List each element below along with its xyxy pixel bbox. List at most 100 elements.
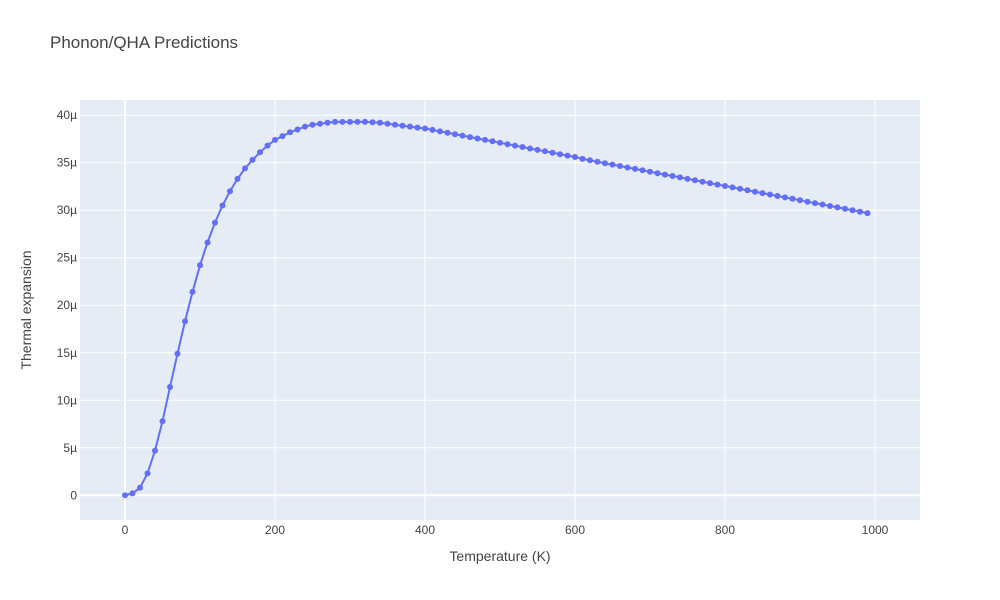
- data-point: [122, 492, 128, 499]
- data-point: [182, 318, 188, 325]
- data-point: [789, 195, 796, 202]
- data-point: [452, 131, 458, 138]
- data-point: [699, 178, 706, 185]
- x-axis-title: Temperature (K): [449, 548, 550, 564]
- data-point: [392, 121, 398, 128]
- data-point: [549, 149, 556, 156]
- data-point: [377, 119, 383, 126]
- data-point: [834, 204, 841, 211]
- data-point: [767, 191, 773, 198]
- data-point: [827, 203, 833, 209]
- data-point: [782, 194, 788, 201]
- data-point: [617, 163, 623, 169]
- series-markers: [122, 118, 871, 499]
- data-point: [864, 210, 871, 217]
- data-point: [557, 151, 563, 158]
- data-point: [234, 175, 241, 182]
- data-point: [572, 154, 578, 160]
- data-point: [317, 120, 323, 127]
- data-point: [129, 490, 136, 497]
- data-point: [542, 148, 548, 155]
- data-point: [444, 129, 451, 136]
- data-point: [257, 149, 263, 156]
- data-point: [212, 219, 218, 226]
- data-point: [474, 135, 481, 142]
- data-point: [437, 128, 443, 135]
- y-tick-label: 10µ: [57, 393, 77, 407]
- data-point: [504, 141, 511, 148]
- data-point: [774, 193, 781, 199]
- data-point: [759, 190, 766, 197]
- data-point: [707, 180, 713, 187]
- data-point: [804, 198, 811, 205]
- data-point: [159, 418, 166, 425]
- data-point: [849, 207, 856, 214]
- data-point: [354, 118, 361, 125]
- data-point: [249, 156, 256, 163]
- data-point: [729, 184, 736, 191]
- data-point: [662, 171, 668, 178]
- data-point: [152, 447, 158, 454]
- data-point: [339, 118, 346, 125]
- x-tick-labels: 0 200 400 600 800 1000: [122, 523, 889, 537]
- data-point: [174, 350, 181, 357]
- x-tick-label: 600: [565, 523, 585, 537]
- data-point: [819, 201, 826, 208]
- x-tick-label: 0: [122, 523, 129, 537]
- data-point: [684, 175, 691, 182]
- data-point: [302, 123, 308, 130]
- x-tick-label: 800: [715, 523, 735, 537]
- y-tick-label: 40µ: [57, 108, 77, 122]
- data-point: [564, 152, 571, 159]
- data-point: [609, 161, 616, 168]
- data-point: [602, 160, 608, 167]
- data-point: [692, 177, 698, 184]
- data-point: [669, 173, 676, 179]
- data-point: [287, 129, 293, 136]
- y-tick-label: 30µ: [57, 203, 77, 217]
- y-tick-label: 0: [70, 488, 77, 502]
- data-point: [677, 174, 683, 181]
- data-point: [332, 118, 338, 125]
- data-point: [347, 118, 353, 125]
- data-point: [797, 197, 803, 204]
- data-point: [489, 138, 496, 145]
- data-point: [482, 136, 488, 143]
- y-tick-label: 25µ: [57, 251, 77, 265]
- chart-title: Phonon/QHA Predictions: [50, 33, 239, 52]
- data-point: [722, 183, 728, 189]
- data-point: [204, 239, 211, 246]
- y-axis-title: Thermal expansion: [18, 250, 34, 369]
- x-tick-label: 200: [265, 523, 285, 537]
- data-point: [189, 288, 196, 295]
- data-point: [414, 124, 421, 131]
- data-point: [294, 126, 301, 133]
- data-point: [752, 188, 758, 195]
- data-point: [519, 144, 526, 150]
- data-point: [362, 118, 368, 125]
- data-point: [279, 133, 286, 140]
- data-point: [264, 142, 271, 149]
- data-point: [399, 122, 406, 129]
- data-point: [737, 185, 743, 192]
- data-point: [857, 208, 863, 215]
- data-point: [587, 157, 593, 164]
- data-point: [407, 123, 413, 130]
- x-tick-label: 400: [415, 523, 435, 537]
- data-point: [309, 121, 316, 128]
- y-tick-label: 20µ: [57, 298, 77, 312]
- x-gridlines: [124, 100, 876, 520]
- data-point: [197, 262, 203, 269]
- data-point: [167, 384, 173, 390]
- data-point: [369, 119, 376, 126]
- y-tick-label: 35µ: [57, 156, 77, 170]
- data-point: [459, 132, 466, 139]
- data-point: [219, 202, 226, 209]
- data-point: [714, 181, 721, 188]
- y-tick-label: 15µ: [57, 346, 77, 360]
- data-point: [467, 134, 473, 141]
- data-point: [812, 200, 818, 207]
- y-tick-labels: 0 5µ 10µ 15µ 20µ 25µ 30µ 35µ 40µ: [57, 108, 78, 502]
- data-point: [242, 165, 248, 172]
- data-point: [579, 155, 586, 162]
